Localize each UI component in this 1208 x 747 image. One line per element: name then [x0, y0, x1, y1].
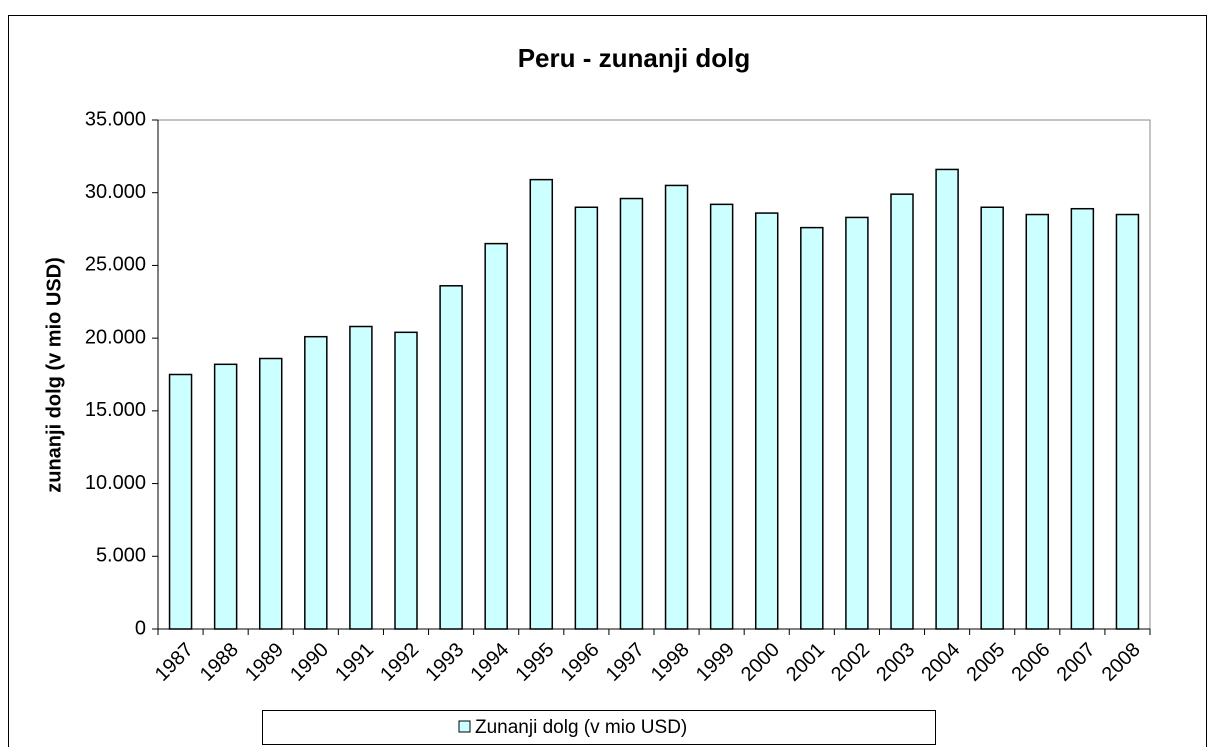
bar	[304, 335, 328, 630]
bar	[439, 285, 463, 630]
bar	[1115, 213, 1140, 630]
bar	[1025, 213, 1050, 630]
bar	[664, 184, 689, 630]
bar	[619, 197, 644, 630]
bar	[574, 206, 599, 630]
bar	[754, 212, 779, 630]
bar	[709, 203, 734, 630]
bar	[349, 325, 373, 630]
y-tick-label: 0	[135, 617, 146, 639]
bar	[980, 206, 1004, 630]
bar	[1070, 207, 1095, 630]
y-tick-label: 25.000	[85, 254, 146, 276]
bar	[258, 357, 283, 630]
y-axis-label: zunanji dolg (v mio USD)	[43, 257, 65, 493]
legend-box	[262, 710, 936, 745]
y-tick-label: 30.000	[85, 181, 146, 203]
y-tick-label: 35.000	[85, 108, 146, 130]
bar	[213, 363, 238, 630]
bar	[800, 226, 824, 630]
legend-swatch	[458, 720, 471, 733]
bar	[168, 373, 193, 630]
bar	[935, 168, 959, 630]
bar	[394, 331, 418, 630]
y-tick-label: 20.000	[85, 326, 146, 348]
y-tick-label: 5.000	[96, 545, 146, 567]
bar	[890, 193, 914, 630]
chart-title: Peru - zunanji dolg	[518, 43, 751, 73]
legend-label: Zunanji dolg (v mio USD)	[475, 717, 687, 738]
y-tick-label: 10.000	[85, 472, 146, 494]
bar	[484, 242, 508, 630]
bar	[845, 216, 869, 630]
bar	[529, 178, 554, 630]
y-tick-label: 15.000	[85, 399, 146, 421]
